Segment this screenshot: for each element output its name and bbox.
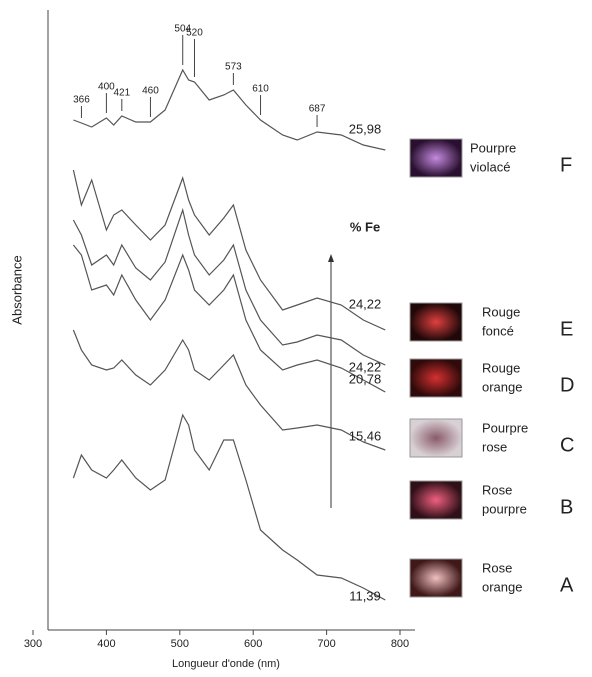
- sample-name: foncé: [482, 323, 514, 338]
- spectrum-line: [72, 169, 386, 331]
- peak-label: 610: [252, 84, 269, 95]
- fe-label: 11,39: [349, 588, 381, 603]
- x-tick-label: 300: [24, 638, 42, 650]
- sample-letter: D: [560, 374, 574, 396]
- peak-label: 687: [309, 104, 326, 115]
- fe-label: 15,46: [349, 428, 382, 443]
- legend-title: % Fe: [350, 219, 380, 234]
- fe-label: 24,22: [349, 296, 382, 311]
- sample-name: Pourpre: [482, 420, 528, 435]
- fe-label: 24,22: [349, 359, 382, 374]
- sample-name: Rose: [482, 560, 512, 575]
- x-tick-label: 500: [171, 638, 189, 650]
- spectrum-line: [72, 329, 386, 451]
- gem-photo: [409, 302, 463, 342]
- peak-label: 460: [142, 86, 159, 97]
- arrow-head: [328, 254, 334, 262]
- gem-photo: [409, 418, 463, 458]
- spectrum-line: [72, 207, 386, 366]
- sample-name: orange: [482, 379, 522, 394]
- fe-label: 20,78: [349, 371, 382, 386]
- sample-name: rose: [482, 439, 507, 454]
- peak-label: 400: [98, 82, 115, 93]
- sample-name: Rose: [482, 482, 512, 497]
- sample-name: Rouge: [482, 360, 520, 375]
- peak-label: 520: [186, 28, 203, 39]
- peak-label: 573: [225, 62, 242, 73]
- x-axis-label: Longueur d'onde (nm): [172, 658, 280, 670]
- spectrum-line: [72, 244, 386, 393]
- spectrum-line: [73, 68, 386, 151]
- gem-photo: [409, 358, 463, 398]
- x-tick-label: 600: [244, 638, 262, 650]
- sample-name: violacé: [470, 159, 510, 174]
- peak-label: 504: [174, 24, 191, 35]
- sample-letter: B: [560, 496, 573, 518]
- sample-letter: E: [560, 318, 573, 340]
- x-tick-label: 400: [97, 638, 115, 650]
- peak-label: 421: [113, 88, 130, 99]
- fe-label: 25,98: [349, 121, 382, 136]
- sample-name: orange: [482, 579, 522, 594]
- y-axis-label: Absorbance: [9, 255, 24, 324]
- peak-label: 366: [73, 95, 90, 106]
- sample-letter: C: [560, 434, 574, 456]
- spectrum-line: [72, 413, 386, 601]
- x-tick-label: 800: [391, 638, 409, 650]
- gem-photo: [409, 558, 463, 598]
- sample-letter: F: [560, 154, 572, 176]
- gem-photo: [409, 480, 463, 520]
- gem-photo: [409, 138, 463, 178]
- sample-name: Rouge: [482, 304, 520, 319]
- sample-name: pourpre: [482, 501, 527, 516]
- sample-letter: A: [560, 574, 574, 596]
- x-tick-label: 700: [317, 638, 335, 650]
- sample-name: Pourpre: [470, 140, 516, 155]
